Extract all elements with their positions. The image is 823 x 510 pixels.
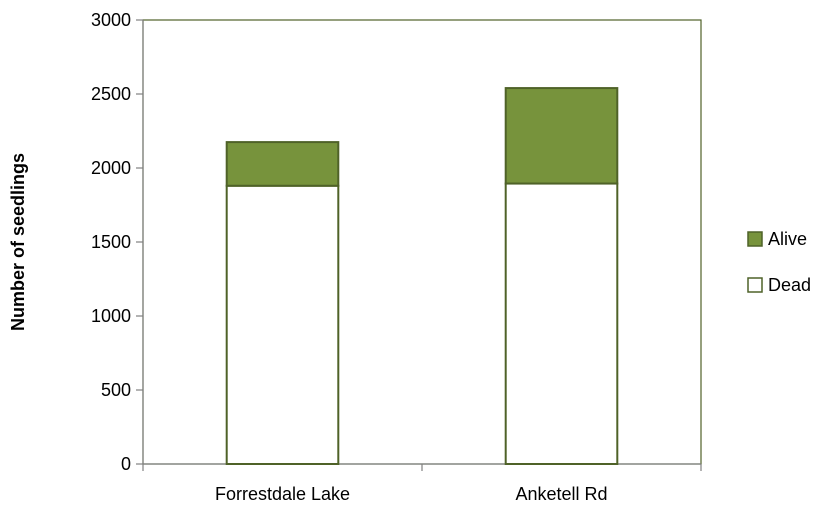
y-tick-label: 2500 bbox=[91, 84, 131, 104]
bar-segment-dead bbox=[504, 182, 619, 465]
bar-segment-alive bbox=[225, 141, 340, 187]
x-category-label: Forrestdale Lake bbox=[215, 484, 350, 504]
legend-label-dead: Dead bbox=[768, 275, 811, 295]
legend: Alive Dead bbox=[747, 229, 811, 295]
y-tick-label: 500 bbox=[101, 380, 131, 400]
y-axis-title: Number of seedlings bbox=[8, 153, 28, 331]
y-tick-label: 1500 bbox=[91, 232, 131, 252]
y-tick-label: 1000 bbox=[91, 306, 131, 326]
bar-segment-dead bbox=[225, 184, 340, 465]
y-tick-label: 0 bbox=[121, 454, 131, 474]
bar-segment-alive bbox=[504, 87, 619, 185]
x-category-label: Anketell Rd bbox=[515, 484, 607, 504]
y-tick-label: 3000 bbox=[91, 10, 131, 30]
legend-swatch-alive bbox=[747, 231, 763, 247]
legend-label-alive: Alive bbox=[768, 229, 807, 249]
y-axis: 0 500 1000 1500 2000 2500 3000 bbox=[91, 10, 144, 474]
bars bbox=[225, 87, 619, 465]
legend-swatch-dead bbox=[747, 277, 763, 293]
x-axis: Forrestdale Lake Anketell Rd bbox=[142, 463, 702, 504]
y-tick-label: 2000 bbox=[91, 158, 131, 178]
